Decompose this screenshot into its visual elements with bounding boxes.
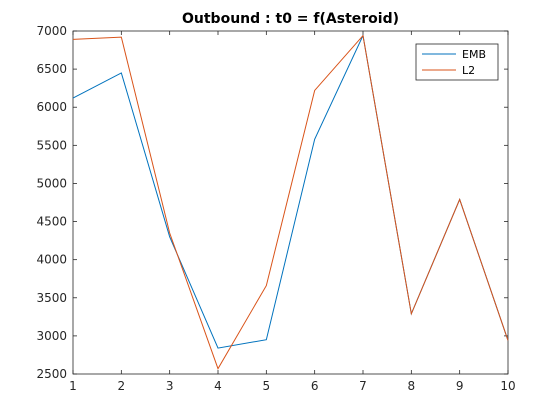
y-tick-label: 2500 bbox=[36, 367, 67, 381]
y-tick-label: 3000 bbox=[36, 329, 67, 343]
axis-ticks: 1 2 3 4 5 6 7 8 9 10 2500 3000 3500 4000 4500 5000 5500 6… bbox=[36, 24, 515, 393]
y-tick-label: 4000 bbox=[36, 253, 67, 267]
y-tick-label: 7000 bbox=[36, 24, 67, 38]
y-tick-label: 4500 bbox=[36, 215, 67, 229]
x-tick-label: 5 bbox=[263, 379, 271, 393]
y-tick-label: 5500 bbox=[36, 138, 67, 152]
legend-label: L2 bbox=[462, 64, 475, 77]
x-tick-label: 9 bbox=[456, 379, 464, 393]
x-tick-label: 10 bbox=[500, 379, 515, 393]
legend-label: EMB bbox=[462, 48, 486, 61]
y-tick-label: 6500 bbox=[36, 62, 67, 76]
x-tick-label: 1 bbox=[69, 379, 77, 393]
x-tick-label: 4 bbox=[214, 379, 222, 393]
legend-box bbox=[415, 43, 499, 81]
x-tick-label: 6 bbox=[311, 379, 319, 393]
y-tick-label: 5000 bbox=[36, 176, 67, 190]
y-tick-label: 3500 bbox=[36, 291, 67, 305]
x-tick-label: 3 bbox=[166, 379, 174, 393]
legend: EMB L2 bbox=[415, 43, 499, 81]
x-tick-label: 8 bbox=[408, 379, 416, 393]
plot-area bbox=[72, 30, 509, 375]
y-tick-label: 6000 bbox=[36, 100, 67, 114]
x-tick-label: 7 bbox=[359, 379, 367, 393]
series-line-l2 bbox=[72, 34, 509, 370]
x-tick-label: 2 bbox=[118, 379, 126, 393]
series-lines bbox=[72, 33, 509, 370]
chart-title: Outbound : t0 = f(Asteroid) bbox=[182, 11, 399, 27]
